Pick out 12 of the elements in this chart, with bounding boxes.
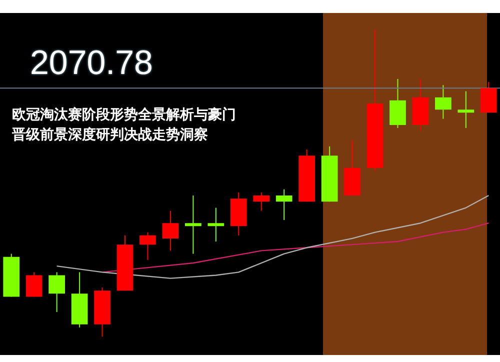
candlestick — [140, 232, 156, 260]
candlestick — [253, 192, 270, 212]
text: 欧冠淘汰赛阶段形势全景解析与豪门晋级前景深度研判决战走势洞察 — [12, 106, 237, 145]
annotation: 2070.78 — [30, 44, 153, 84]
candlestick — [185, 195, 202, 254]
candlestick — [26, 272, 42, 298]
candlestick — [48, 272, 65, 313]
candlestick — [208, 207, 224, 242]
candlestick — [458, 90, 474, 129]
candlestick — [276, 188, 292, 221]
candlestick — [435, 84, 452, 120]
candlestick — [162, 210, 179, 252]
